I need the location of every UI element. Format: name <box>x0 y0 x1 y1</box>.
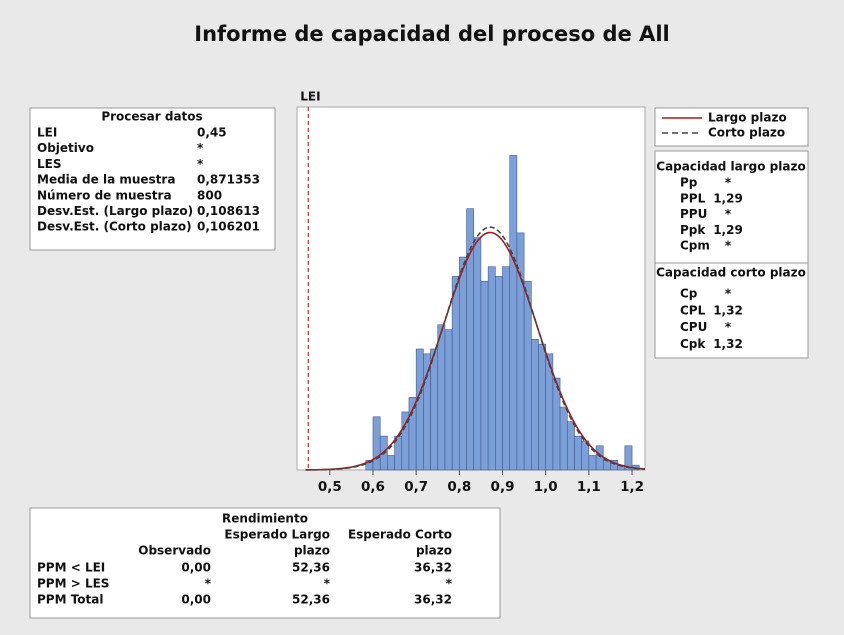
x-tick-label: 1,1 <box>577 479 601 495</box>
row-label: Ppk <box>680 223 706 237</box>
row-label: Cpm <box>680 239 710 253</box>
performance-box <box>29 507 501 619</box>
bar <box>415 348 424 471</box>
bar <box>624 445 633 471</box>
row-value: 0,108613 <box>197 204 260 218</box>
row-label: Objetivo <box>37 141 94 155</box>
bar <box>459 256 467 471</box>
table-title: Procesar datos <box>101 110 202 124</box>
row-value: 800 <box>197 188 222 202</box>
row-value: 1,29 <box>713 191 743 205</box>
row-label: PPM < LEI <box>37 561 105 575</box>
row-value: * <box>725 176 732 190</box>
row-value: * <box>725 320 732 334</box>
table-title: Capacidad corto plazo <box>656 266 806 280</box>
row-value: 0,00 <box>181 593 211 607</box>
bar <box>451 276 460 471</box>
column-header: Esperado Corto <box>348 528 452 542</box>
row-value: 36,32 <box>414 561 452 575</box>
row-label: Desv.Est. (Corto plazo) <box>37 220 192 234</box>
x-tick-label: 0,7 <box>404 479 428 495</box>
x-tick-label: 0,5 <box>318 479 342 495</box>
row-label: PPM Total <box>37 593 104 607</box>
bar <box>552 377 561 471</box>
row-value: * <box>725 239 732 253</box>
row-value: * <box>324 577 331 591</box>
row-label: PPL <box>680 191 706 205</box>
legend-label: Corto plazo <box>708 126 785 140</box>
bar <box>372 416 381 471</box>
row-value: 1,32 <box>713 303 743 317</box>
row-label: Cpk <box>680 337 706 351</box>
row-value: 0,45 <box>197 126 227 140</box>
row-value: 0,871353 <box>197 173 260 187</box>
x-tick-label: 0,9 <box>491 479 515 495</box>
column-header: Observado <box>138 544 211 558</box>
x-tick-label: 1,2 <box>620 479 644 495</box>
bar <box>602 460 611 471</box>
row-value: * <box>197 157 204 171</box>
row-value: * <box>205 577 212 591</box>
row-label: PPM > LES <box>37 577 109 591</box>
bar <box>588 455 597 471</box>
bar <box>437 324 446 471</box>
row-value: * <box>446 577 453 591</box>
row-label: Pp <box>680 176 698 190</box>
bar <box>487 266 496 471</box>
x-tick-label: 0,6 <box>361 479 385 495</box>
bar <box>480 280 489 471</box>
row-label: LES <box>37 157 62 171</box>
bar <box>430 348 439 471</box>
table-title: Rendimiento <box>222 512 308 526</box>
process-data-box <box>29 107 276 251</box>
row-label: LEI <box>37 126 57 140</box>
capability-box <box>654 150 809 359</box>
bar <box>559 406 568 471</box>
x-tick-label: 0,8 <box>447 479 471 495</box>
table-title: Capacidad largo plazo <box>656 160 805 174</box>
row-value: 1,32 <box>713 337 743 351</box>
bar <box>509 155 518 471</box>
bar <box>531 339 539 471</box>
bar <box>473 237 482 471</box>
row-label: Media de la muestra <box>37 173 175 187</box>
row-value: 36,32 <box>414 593 452 607</box>
row-label: Cp <box>680 287 698 301</box>
row-value: 0,00 <box>181 561 211 575</box>
legend-label: Largo plazo <box>708 111 787 125</box>
legend-box <box>654 107 809 147</box>
bar <box>566 421 575 471</box>
fit-curve <box>305 226 645 471</box>
row-value: * <box>197 141 204 155</box>
x-tick-label: 1,0 <box>534 479 558 495</box>
bar <box>495 276 503 471</box>
spec-label: LEI <box>300 90 320 104</box>
row-value: 0,106201 <box>197 220 260 234</box>
bar <box>387 455 395 471</box>
row-label: CPL <box>680 303 706 317</box>
bar <box>538 343 546 471</box>
row-value: 52,36 <box>292 561 330 575</box>
column-header: plazo <box>416 544 452 558</box>
bar <box>444 329 453 471</box>
row-label: Número de muestra <box>37 188 172 202</box>
bar <box>595 445 604 471</box>
row-value: 52,36 <box>292 593 330 607</box>
row-label: Desv.Est. (Largo plazo) <box>37 204 193 218</box>
bar <box>574 435 582 471</box>
row-label: CPU <box>680 320 707 334</box>
bar <box>523 280 532 471</box>
row-label: PPU <box>680 207 707 221</box>
row-value: * <box>725 287 732 301</box>
row-value: 1,29 <box>713 223 743 237</box>
row-value: * <box>725 207 732 221</box>
bar <box>502 266 511 471</box>
column-header: plazo <box>294 544 330 558</box>
column-header: Esperado Largo <box>224 528 330 542</box>
report-title: Informe de capacidad del proceso de All <box>194 22 669 46</box>
